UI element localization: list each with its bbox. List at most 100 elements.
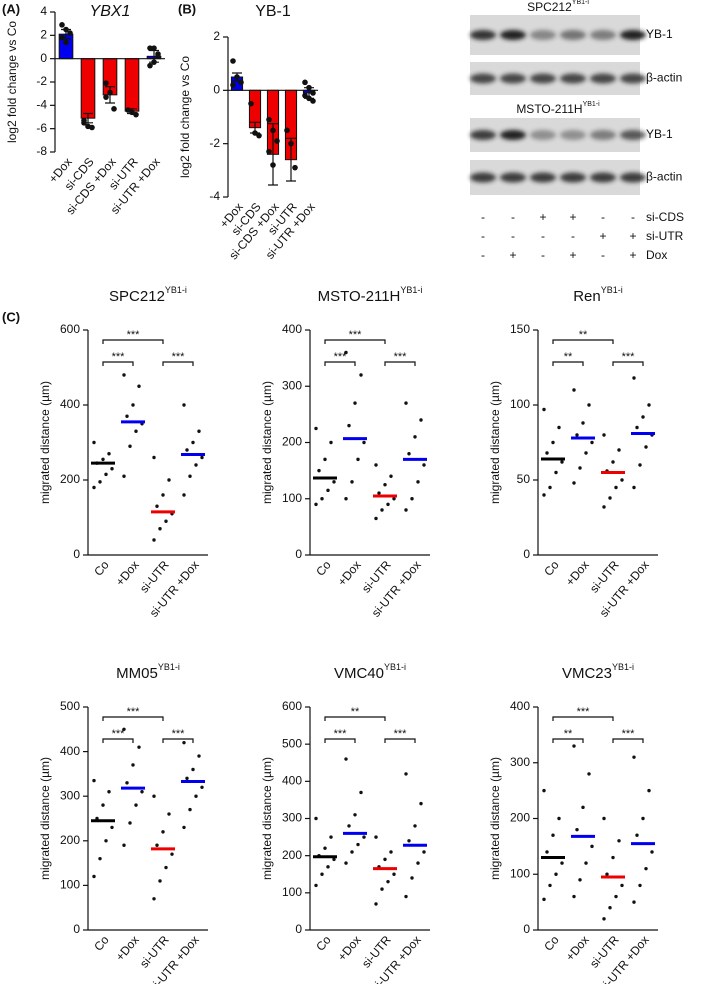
data-point [344,350,348,355]
blot-band [470,73,496,84]
data-point [103,94,109,100]
data-point [392,497,396,501]
data-point [404,401,408,405]
blot-band [530,130,556,140]
data-point [587,772,591,776]
y-tick-label: 100 [60,878,80,892]
data-point [413,435,417,439]
panel-label: (A) [2,1,20,16]
blot-band [470,30,496,40]
x-tick-label: Co [313,558,334,579]
data-point [104,839,108,843]
y-tick-label: -4 [36,98,47,112]
y-tick-label: -2 [209,136,220,150]
data-point [350,850,354,854]
title: RenYB1-i [573,285,623,305]
y-tick-label: 100 [510,866,530,880]
blot-band [500,73,526,84]
y-tick-label: 300 [282,811,302,825]
data-point [386,502,390,507]
data-point [650,850,654,854]
y-tick-label: -4 [209,189,220,203]
data-point [188,807,192,812]
data-point [548,883,552,888]
data-point [356,842,360,847]
data-point [407,839,411,843]
significance-label: ** [351,706,360,718]
data-point [133,111,139,118]
data-point [614,894,618,899]
data-point [575,433,579,437]
y-axis-label: migrated distance (µm) [488,757,502,880]
blot-band [590,30,616,40]
data-point [578,466,582,470]
data-point [63,26,69,33]
y-tick-label: 400 [60,397,80,411]
data-point [152,538,156,542]
data-point [647,788,651,793]
y-tick-label: 2 [213,29,220,43]
data-point [638,463,642,467]
data-point [344,861,348,865]
data-point [320,872,324,876]
data-point [389,850,393,854]
data-point [122,474,126,478]
y-axis-label: log2 fold change vs Co [178,56,192,178]
data-point [188,474,192,478]
data-point [542,897,546,902]
significance-bracket [324,339,386,344]
data-point [635,833,639,837]
y-tick-label: 0 [213,83,220,97]
data-point [185,448,189,452]
significance-bracket [102,361,134,366]
data-point [581,805,585,810]
data-point [288,140,294,147]
data-point [306,95,312,102]
data-point [107,89,113,96]
data-point [620,478,624,482]
blot-band [560,73,586,84]
x-tick-label: +Dox [563,933,592,964]
data-point [557,425,561,430]
significance-label: *** [622,351,636,363]
data-point [590,844,594,849]
data-point [584,861,588,865]
title-text: MSTO-211H [318,288,401,305]
significance-bracket [324,361,356,366]
data-point [302,92,308,99]
title-superscript: YB1-i [165,285,187,295]
data-point [542,493,546,497]
data-point [101,457,105,462]
data-point [101,803,105,807]
data-point [137,384,141,388]
blot-band [620,30,646,40]
data-point [632,755,636,759]
data-point [383,857,387,862]
data-point [572,744,576,748]
blot-row-label: β-actin [646,71,682,85]
data-point [67,30,73,36]
x-tick-label: +Dox [335,558,364,589]
significance-bracket [552,339,614,344]
data-point [131,403,135,407]
data-point [197,754,201,758]
condition-sign: - [481,248,485,262]
blot-band [530,30,556,40]
y-tick-label: 0 [523,547,530,561]
data-point [542,407,546,412]
y-tick-label: 100 [282,491,302,505]
data-point [274,138,280,144]
data-point [617,448,621,452]
data-point [386,879,390,884]
data-point [170,852,174,856]
data-point [152,455,156,460]
data-point [359,790,363,795]
data-point [323,457,327,462]
data-point [147,62,153,69]
title: MM05YB1-i [116,662,180,682]
significance-label: *** [112,728,126,740]
blot-band [500,30,526,40]
y-tick-label: -8 [36,144,47,158]
data-point [362,440,366,445]
condition-sign: - [481,229,485,243]
